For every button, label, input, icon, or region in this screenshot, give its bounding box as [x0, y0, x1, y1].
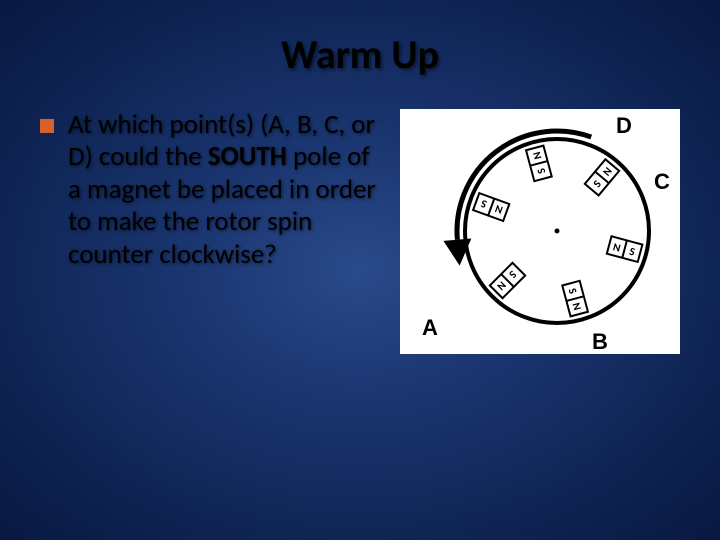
svg-text:C: C [654, 169, 670, 194]
body-text: At which point(s) (A, B, C, or D) could … [68, 109, 380, 271]
bullet-item: At which point(s) (A, B, C, or D) could … [40, 109, 380, 271]
bullet-square-icon [40, 119, 54, 133]
body-text-bold: SOUTH [208, 140, 287, 173]
rotor-svg: SNNSNSSNNSNSABCD [400, 109, 680, 354]
content-row: At which point(s) (A, B, C, or D) could … [40, 109, 680, 354]
svg-text:A: A [422, 315, 438, 340]
slide: Warm Up At which point(s) (A, B, C, or D… [0, 0, 720, 540]
rotor-diagram: SNNSNSSNNSNSABCD [400, 109, 680, 354]
svg-text:B: B [592, 329, 608, 354]
slide-title: Warm Up [40, 30, 680, 79]
svg-text:D: D [616, 113, 632, 138]
